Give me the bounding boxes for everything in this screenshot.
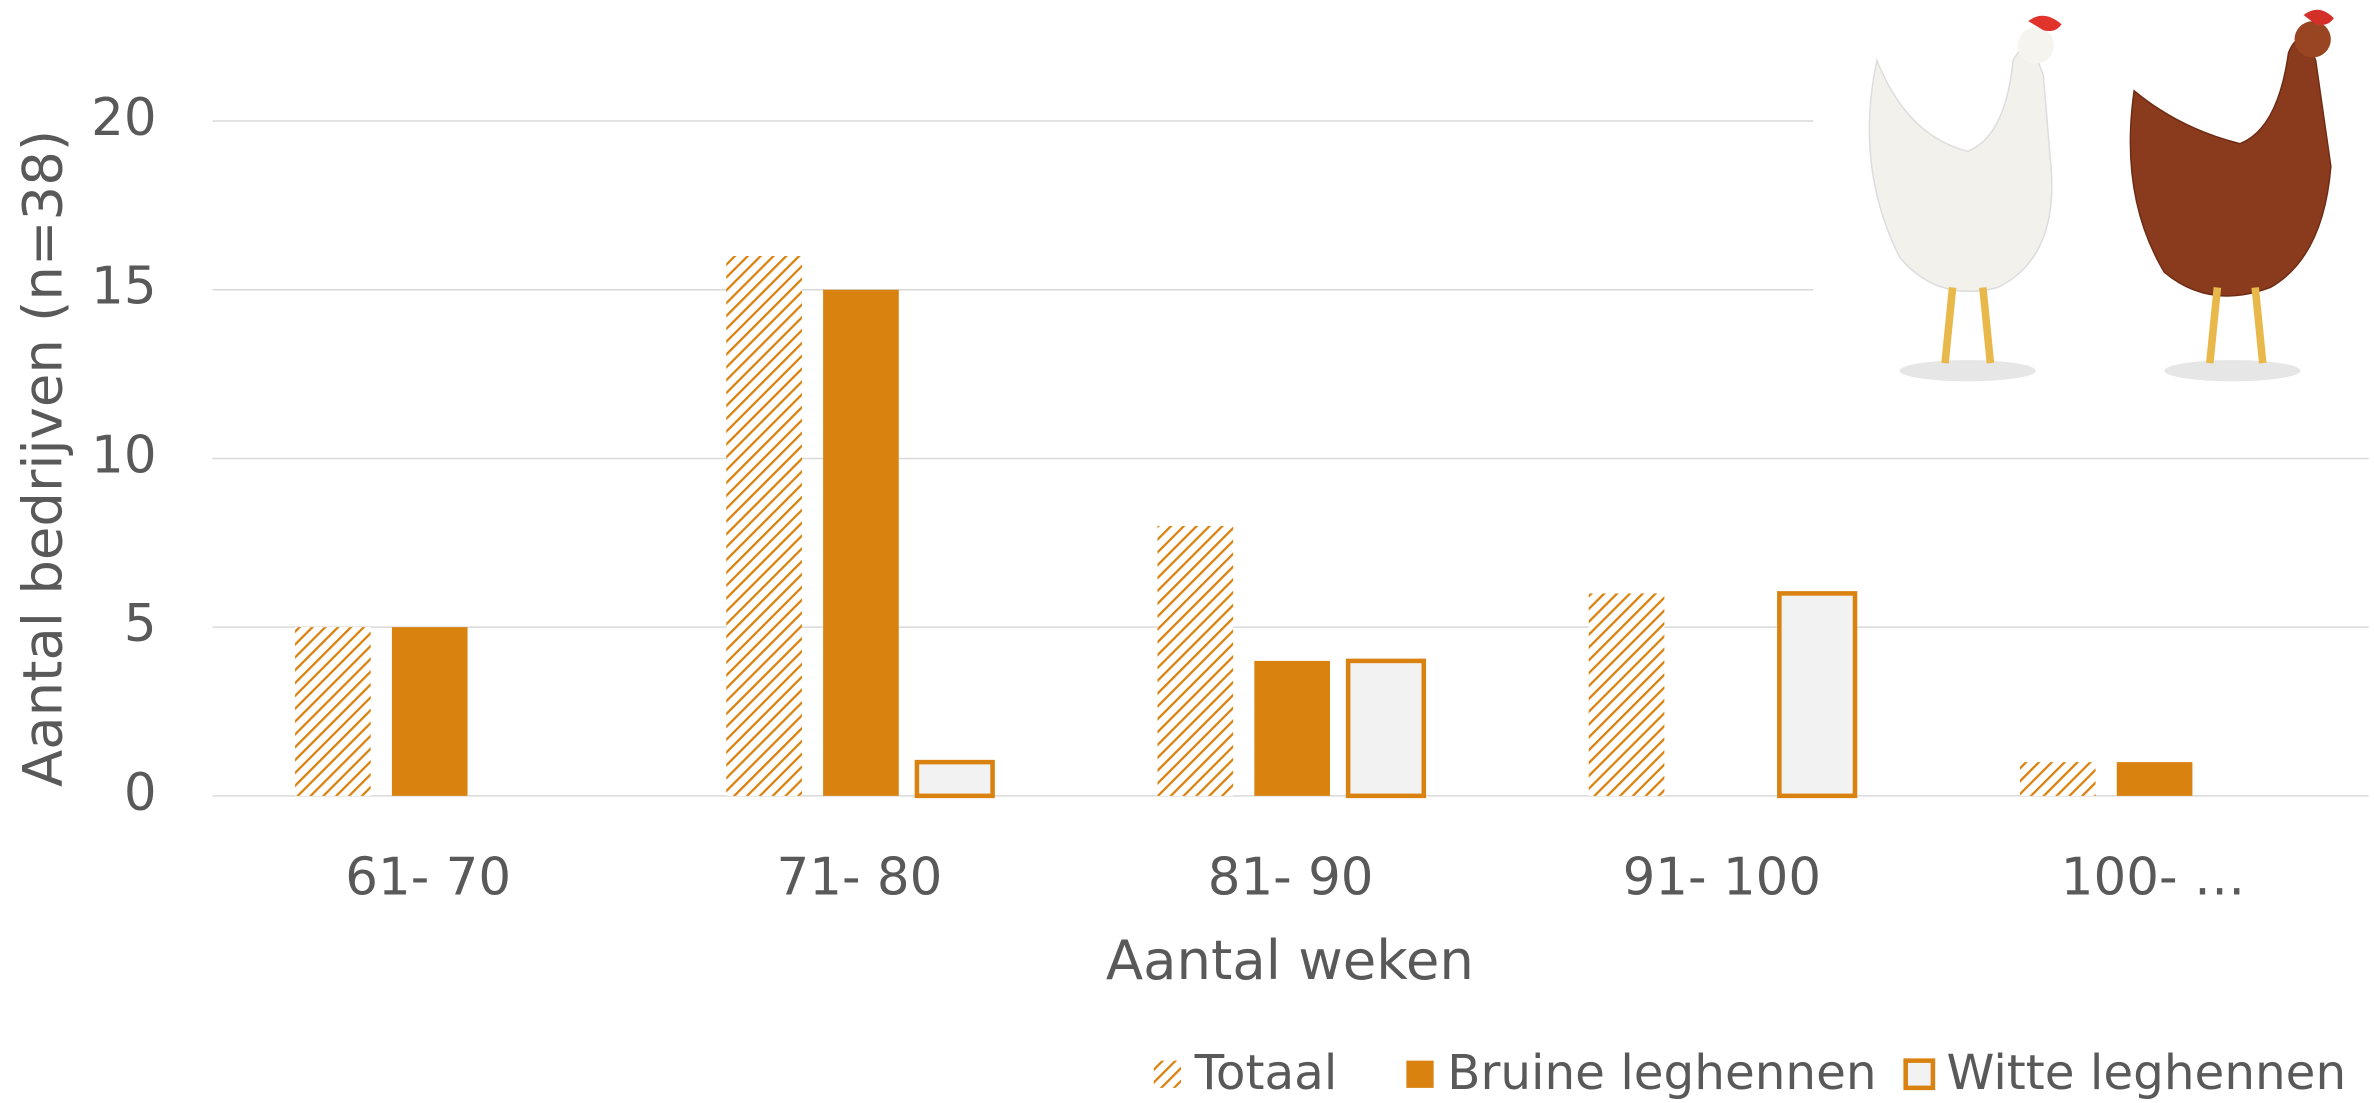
y-tick-label: 5 (124, 594, 157, 654)
bar (2020, 762, 2096, 796)
legend-swatch (1154, 1061, 1181, 1088)
legend-swatch (1906, 1061, 1933, 1088)
bar (1348, 661, 1424, 796)
bar (917, 762, 993, 796)
x-tick-label: 61- 70 (345, 848, 511, 908)
bar (1157, 526, 1233, 796)
legend-label: Totaal (1194, 1045, 1338, 1101)
chart: 0 5 10 15 20 61- 70 71- 80 81- 90 91- 100 100- …… (0, 0, 2374, 1103)
y-tick-label: 15 (91, 257, 156, 317)
legend-label: Witte leghennen (1947, 1045, 2347, 1101)
y-tick-label: 10 (91, 425, 156, 485)
bar (392, 627, 468, 796)
x-axis-title: Aantal weken (1106, 928, 1474, 992)
x-tick-label: 100- … (2061, 848, 2246, 908)
bar (1254, 661, 1330, 796)
bar (2117, 762, 2193, 796)
x-tick-label: 71- 80 (777, 848, 943, 908)
page: {"chart_data": { "type": "bar", "categor… (0, 0, 2374, 1103)
bar (1779, 593, 1855, 795)
x-tick-label: 81- 90 (1208, 848, 1374, 908)
y-tick-label: 0 (124, 763, 157, 823)
legend-swatch (1406, 1061, 1433, 1088)
bar (823, 290, 899, 796)
y-tick-label: 20 (91, 88, 156, 148)
bar (295, 627, 371, 796)
hen-picture (1813, 0, 2373, 409)
bar (726, 256, 802, 796)
y-axis-title: Aantal bedrijven (n=38) (10, 130, 74, 787)
legend-label: Bruine leghennen (1447, 1045, 1876, 1101)
bar (1589, 593, 1665, 795)
x-tick-label: 91- 100 (1623, 848, 1822, 908)
